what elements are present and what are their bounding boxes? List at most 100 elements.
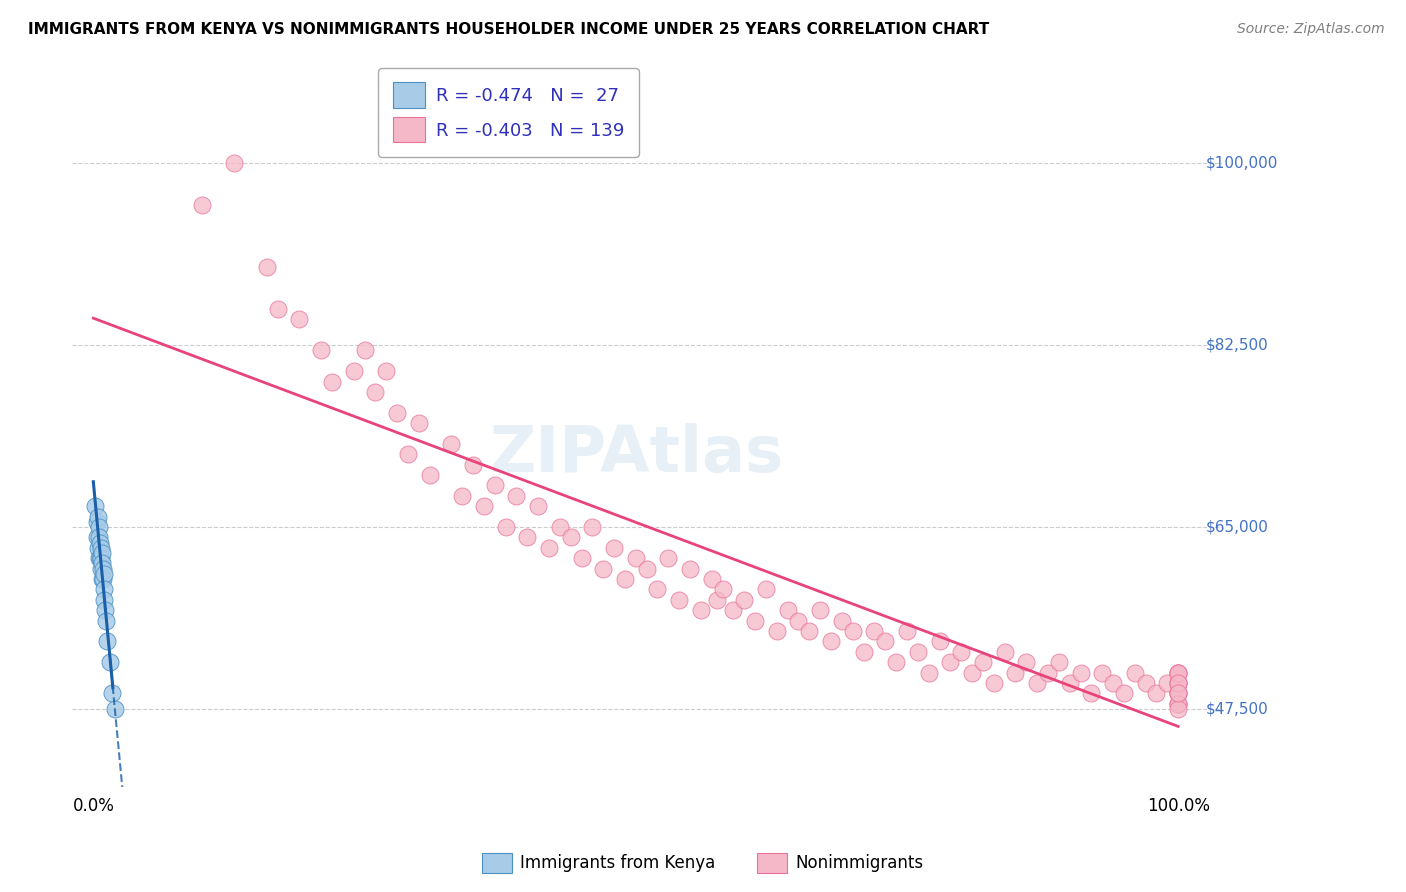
Point	[94, 603, 117, 617]
Point	[960, 665, 983, 680]
Point	[267, 301, 290, 316]
Point	[461, 458, 484, 472]
Point	[776, 603, 799, 617]
Point	[928, 634, 950, 648]
Point	[495, 520, 517, 534]
Point	[309, 343, 332, 358]
Point	[1167, 697, 1189, 711]
Point	[90, 561, 112, 575]
Point	[1059, 676, 1081, 690]
Point	[884, 655, 907, 669]
Point	[1146, 686, 1168, 700]
Point	[1167, 702, 1189, 716]
Point	[744, 614, 766, 628]
Point	[755, 582, 778, 597]
Point	[1112, 686, 1135, 700]
Point	[603, 541, 626, 555]
Point	[321, 375, 343, 389]
Point	[86, 515, 108, 529]
Point	[353, 343, 375, 358]
Point	[896, 624, 918, 638]
Point	[1047, 655, 1070, 669]
Text: Source: ZipAtlas.com: Source: ZipAtlas.com	[1237, 22, 1385, 37]
Point	[96, 634, 118, 648]
Point	[950, 645, 973, 659]
Point	[1167, 665, 1189, 680]
Point	[1080, 686, 1102, 700]
Point	[765, 624, 787, 638]
Point	[408, 416, 430, 430]
Point	[86, 509, 108, 524]
Point	[1167, 676, 1189, 690]
Point	[191, 198, 214, 212]
Point	[91, 572, 114, 586]
Point	[104, 702, 127, 716]
Point	[1167, 697, 1189, 711]
Text: $65,000: $65,000	[1205, 519, 1268, 534]
Point	[657, 551, 679, 566]
Point	[723, 603, 745, 617]
Point	[972, 655, 994, 669]
Point	[91, 546, 114, 560]
Point	[820, 634, 842, 648]
Point	[1026, 676, 1049, 690]
Point	[1167, 686, 1189, 700]
Point	[84, 500, 107, 514]
Legend: R = -0.474   N =  27, R = -0.403   N = 139: R = -0.474 N = 27, R = -0.403 N = 139	[378, 68, 638, 157]
Point	[668, 592, 690, 607]
Point	[100, 686, 122, 700]
Point	[799, 624, 821, 638]
Point	[396, 447, 419, 461]
Point	[93, 582, 115, 597]
Point	[1036, 665, 1059, 680]
Text: $100,000: $100,000	[1205, 156, 1278, 170]
Point	[419, 468, 441, 483]
Point	[1167, 686, 1189, 700]
Point	[917, 665, 939, 680]
Point	[256, 260, 278, 275]
Point	[787, 614, 810, 628]
Point	[87, 530, 110, 544]
Text: $82,500: $82,500	[1205, 338, 1268, 352]
Point	[571, 551, 593, 566]
Point	[1167, 665, 1189, 680]
Point	[375, 364, 398, 378]
Point	[1167, 665, 1189, 680]
Point	[364, 384, 387, 399]
Point	[1167, 676, 1189, 690]
Point	[343, 364, 366, 378]
Point	[87, 520, 110, 534]
Point	[1070, 665, 1092, 680]
Point	[831, 614, 853, 628]
Point	[679, 561, 702, 575]
Point	[863, 624, 886, 638]
Point	[90, 541, 112, 555]
Point	[1091, 665, 1114, 680]
Point	[994, 645, 1017, 659]
Point	[96, 614, 118, 628]
Point	[451, 489, 474, 503]
Point	[700, 572, 723, 586]
Legend: Immigrants from Kenya, Nonimmigrants: Immigrants from Kenya, Nonimmigrants	[475, 847, 931, 880]
Point	[711, 582, 734, 597]
Point	[1004, 665, 1026, 680]
Point	[385, 406, 408, 420]
Point	[613, 572, 636, 586]
Point	[89, 535, 111, 549]
Point	[636, 561, 658, 575]
Point	[527, 500, 550, 514]
Point	[1167, 686, 1189, 700]
Point	[647, 582, 669, 597]
Point	[808, 603, 831, 617]
Point	[90, 551, 112, 566]
Point	[505, 489, 527, 503]
Point	[288, 312, 311, 326]
Point	[983, 676, 1005, 690]
Point	[93, 566, 115, 581]
Point	[89, 551, 111, 566]
Point	[86, 530, 108, 544]
Point	[1167, 676, 1189, 690]
Point	[1102, 676, 1125, 690]
Point	[484, 478, 506, 492]
Point	[706, 592, 728, 607]
